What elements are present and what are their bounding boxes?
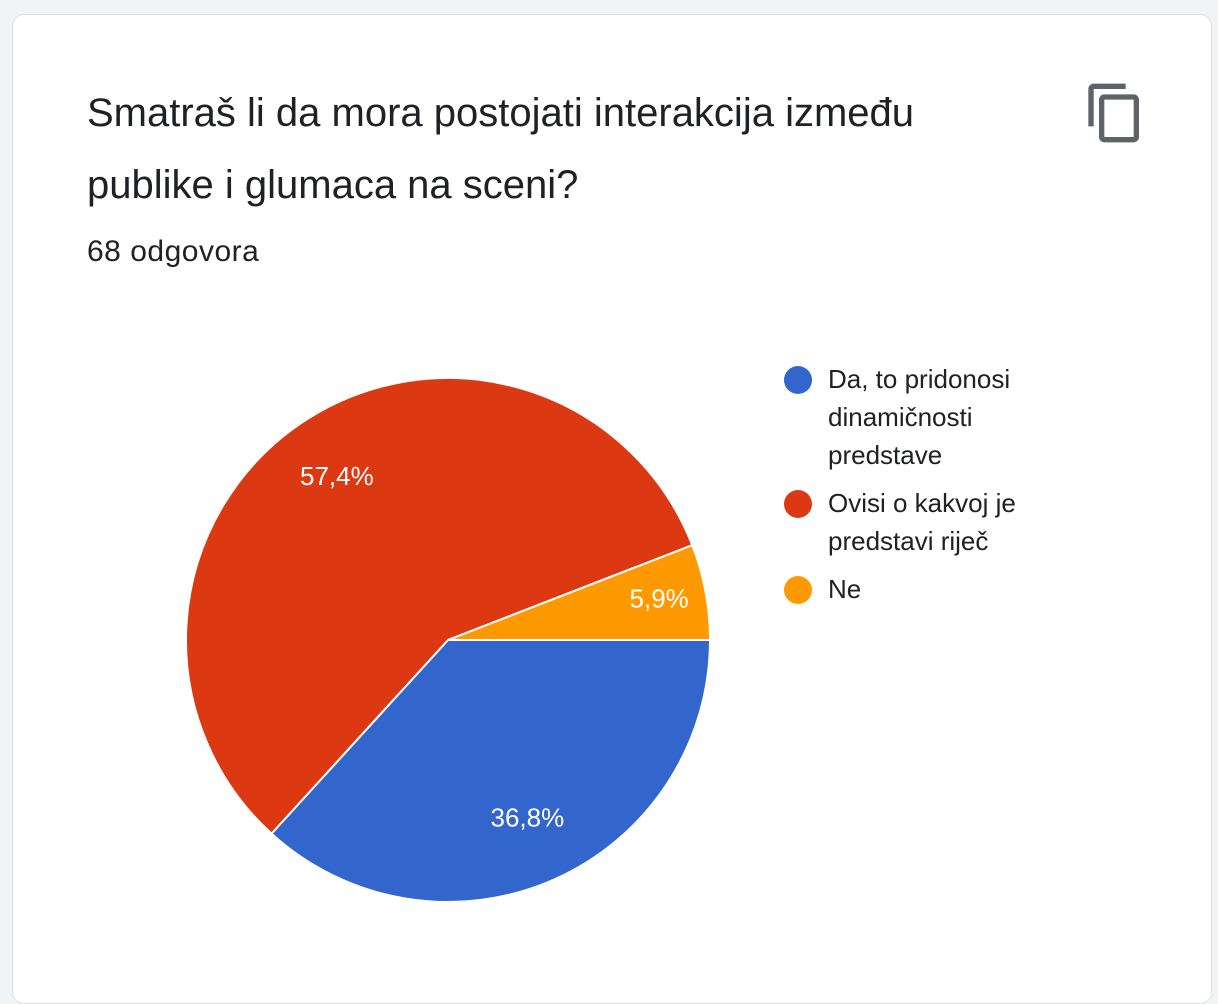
legend-label: Ovisi o kakvoj je predstavi riječ [828, 488, 1016, 556]
legend-swatch [784, 576, 812, 604]
legend-item: Ne [784, 570, 1044, 608]
copy-icon[interactable] [1083, 81, 1147, 145]
chart-subtitle: 68 odgovora [87, 235, 260, 268]
slice-label: 57,4% [300, 461, 374, 491]
legend-label: Da, to pridonosi dinamičnosti predstave [828, 364, 1011, 470]
legend-label: Ne [828, 574, 862, 604]
legend-item: Da, to pridonosi dinamičnosti predstave [784, 360, 1044, 474]
legend-item: Ovisi o kakvoj je predstavi riječ [784, 484, 1044, 560]
pie-slice [447, 543, 712, 641]
slice-label: 5,9% [630, 583, 689, 613]
chart-title: Smatraš li da mora postojati interakcija… [87, 91, 915, 207]
legend-swatch [784, 366, 812, 394]
slice-label: 36,8% [491, 803, 565, 833]
pie-slice [185, 377, 694, 836]
legend: Da, to pridonosi dinamičnosti predstave O… [784, 360, 1044, 618]
legend-swatch [784, 490, 812, 518]
pie-slice [270, 639, 712, 903]
